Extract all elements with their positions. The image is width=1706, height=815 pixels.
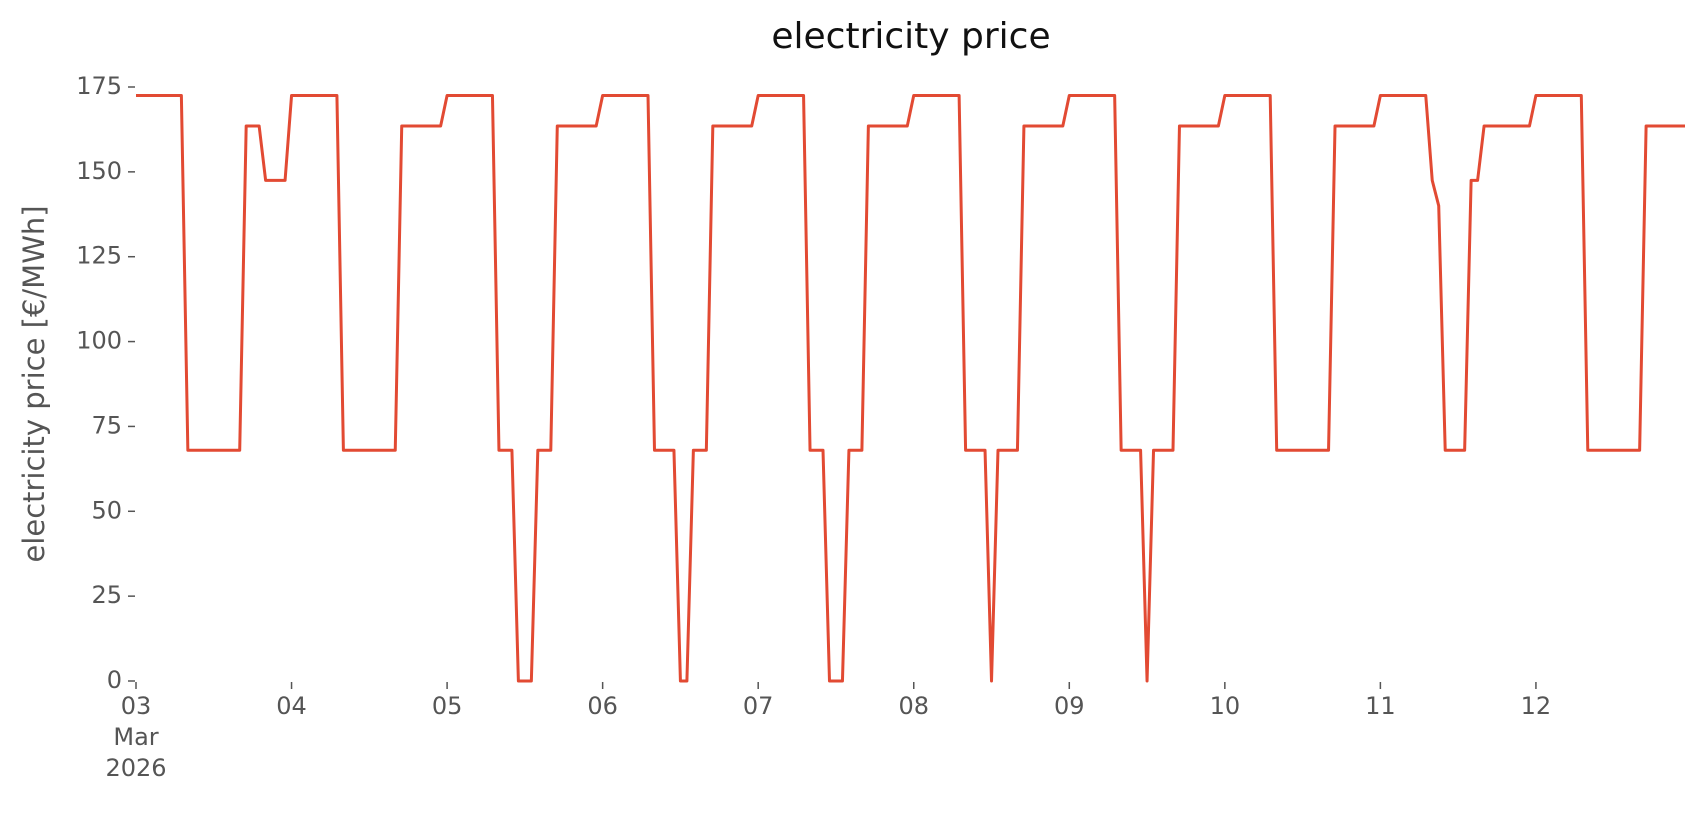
x-tick-label: 11 (1365, 692, 1396, 720)
x-tick-label: 05 (432, 692, 463, 720)
price-line (136, 93, 1685, 683)
x-tick-label-line: 07 (743, 692, 774, 720)
y-tick-label: 175 (76, 72, 122, 100)
x-tick-label-line: 06 (587, 692, 618, 720)
y-tick-label: 75 (91, 411, 122, 439)
x-tick-label: 10 (1210, 692, 1241, 720)
x-tick-label: 07 (743, 692, 774, 720)
chart-title: electricity price (771, 16, 1050, 57)
x-tick-label-line: 10 (1210, 692, 1241, 720)
y-axis-label: electricity price [€/MWh] (17, 205, 51, 562)
x-tick-label-line: 11 (1365, 692, 1396, 720)
x-tick-label: 09 (1054, 692, 1085, 720)
x-tick-label-line: 2026 (105, 754, 166, 782)
y-tick-label: 50 (91, 496, 122, 524)
y-tick-label: 100 (76, 327, 122, 355)
x-tick-label-line: 09 (1054, 692, 1085, 720)
x-tick-label-line: 05 (432, 692, 463, 720)
x-tick-label: 06 (587, 692, 618, 720)
x-tick-label: 04 (276, 692, 307, 720)
x-tick-label-line: 08 (898, 692, 929, 720)
x-tick-label-line: 03 (121, 692, 152, 720)
y-tick-label: 125 (76, 242, 122, 270)
x-tick-label-line: 12 (1521, 692, 1552, 720)
x-tick-label: 12 (1521, 692, 1552, 720)
y-tick-label: 0 (107, 666, 122, 694)
x-tick-label-line: 04 (276, 692, 307, 720)
y-tick-label: 25 (91, 581, 122, 609)
x-tick-label: 08 (898, 692, 929, 720)
x-tick-label: 03 Mar 2026 (105, 692, 166, 782)
x-tick-label-line: Mar (113, 723, 158, 751)
y-tick-label: 150 (76, 157, 122, 185)
